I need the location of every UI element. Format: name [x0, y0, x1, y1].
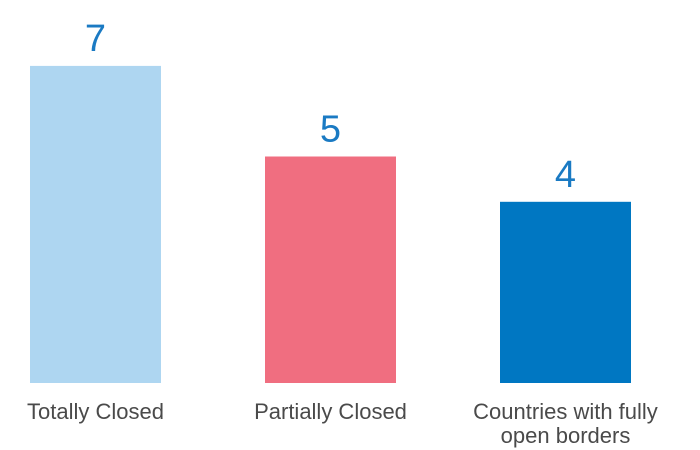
value-label-partially-closed: 5	[320, 109, 341, 151]
value-labels: 7 5 4	[85, 18, 576, 196]
bar-countries-with-fully-open-borders	[500, 201, 631, 383]
category-label-partially-closed: Partially Closed	[254, 399, 407, 424]
category-label-countries-with-fully-open-borders: Countries with fully open borders	[473, 399, 658, 448]
bar-totally-closed	[30, 65, 161, 384]
category-label-line: Partially Closed	[254, 399, 407, 424]
category-label-line: open borders	[501, 423, 631, 448]
category-label-line: Countries with fully	[473, 399, 658, 424]
bar-partially-closed	[265, 156, 396, 383]
value-label-countries-with-fully-open-borders: 4	[555, 154, 576, 196]
category-label-line: Totally Closed	[27, 399, 164, 424]
category-label-totally-closed: Totally Closed	[27, 399, 164, 424]
category-labels: Totally Closed Partially Closed Countries …	[27, 399, 658, 448]
bars	[30, 65, 631, 384]
value-label-totally-closed: 7	[85, 18, 106, 60]
